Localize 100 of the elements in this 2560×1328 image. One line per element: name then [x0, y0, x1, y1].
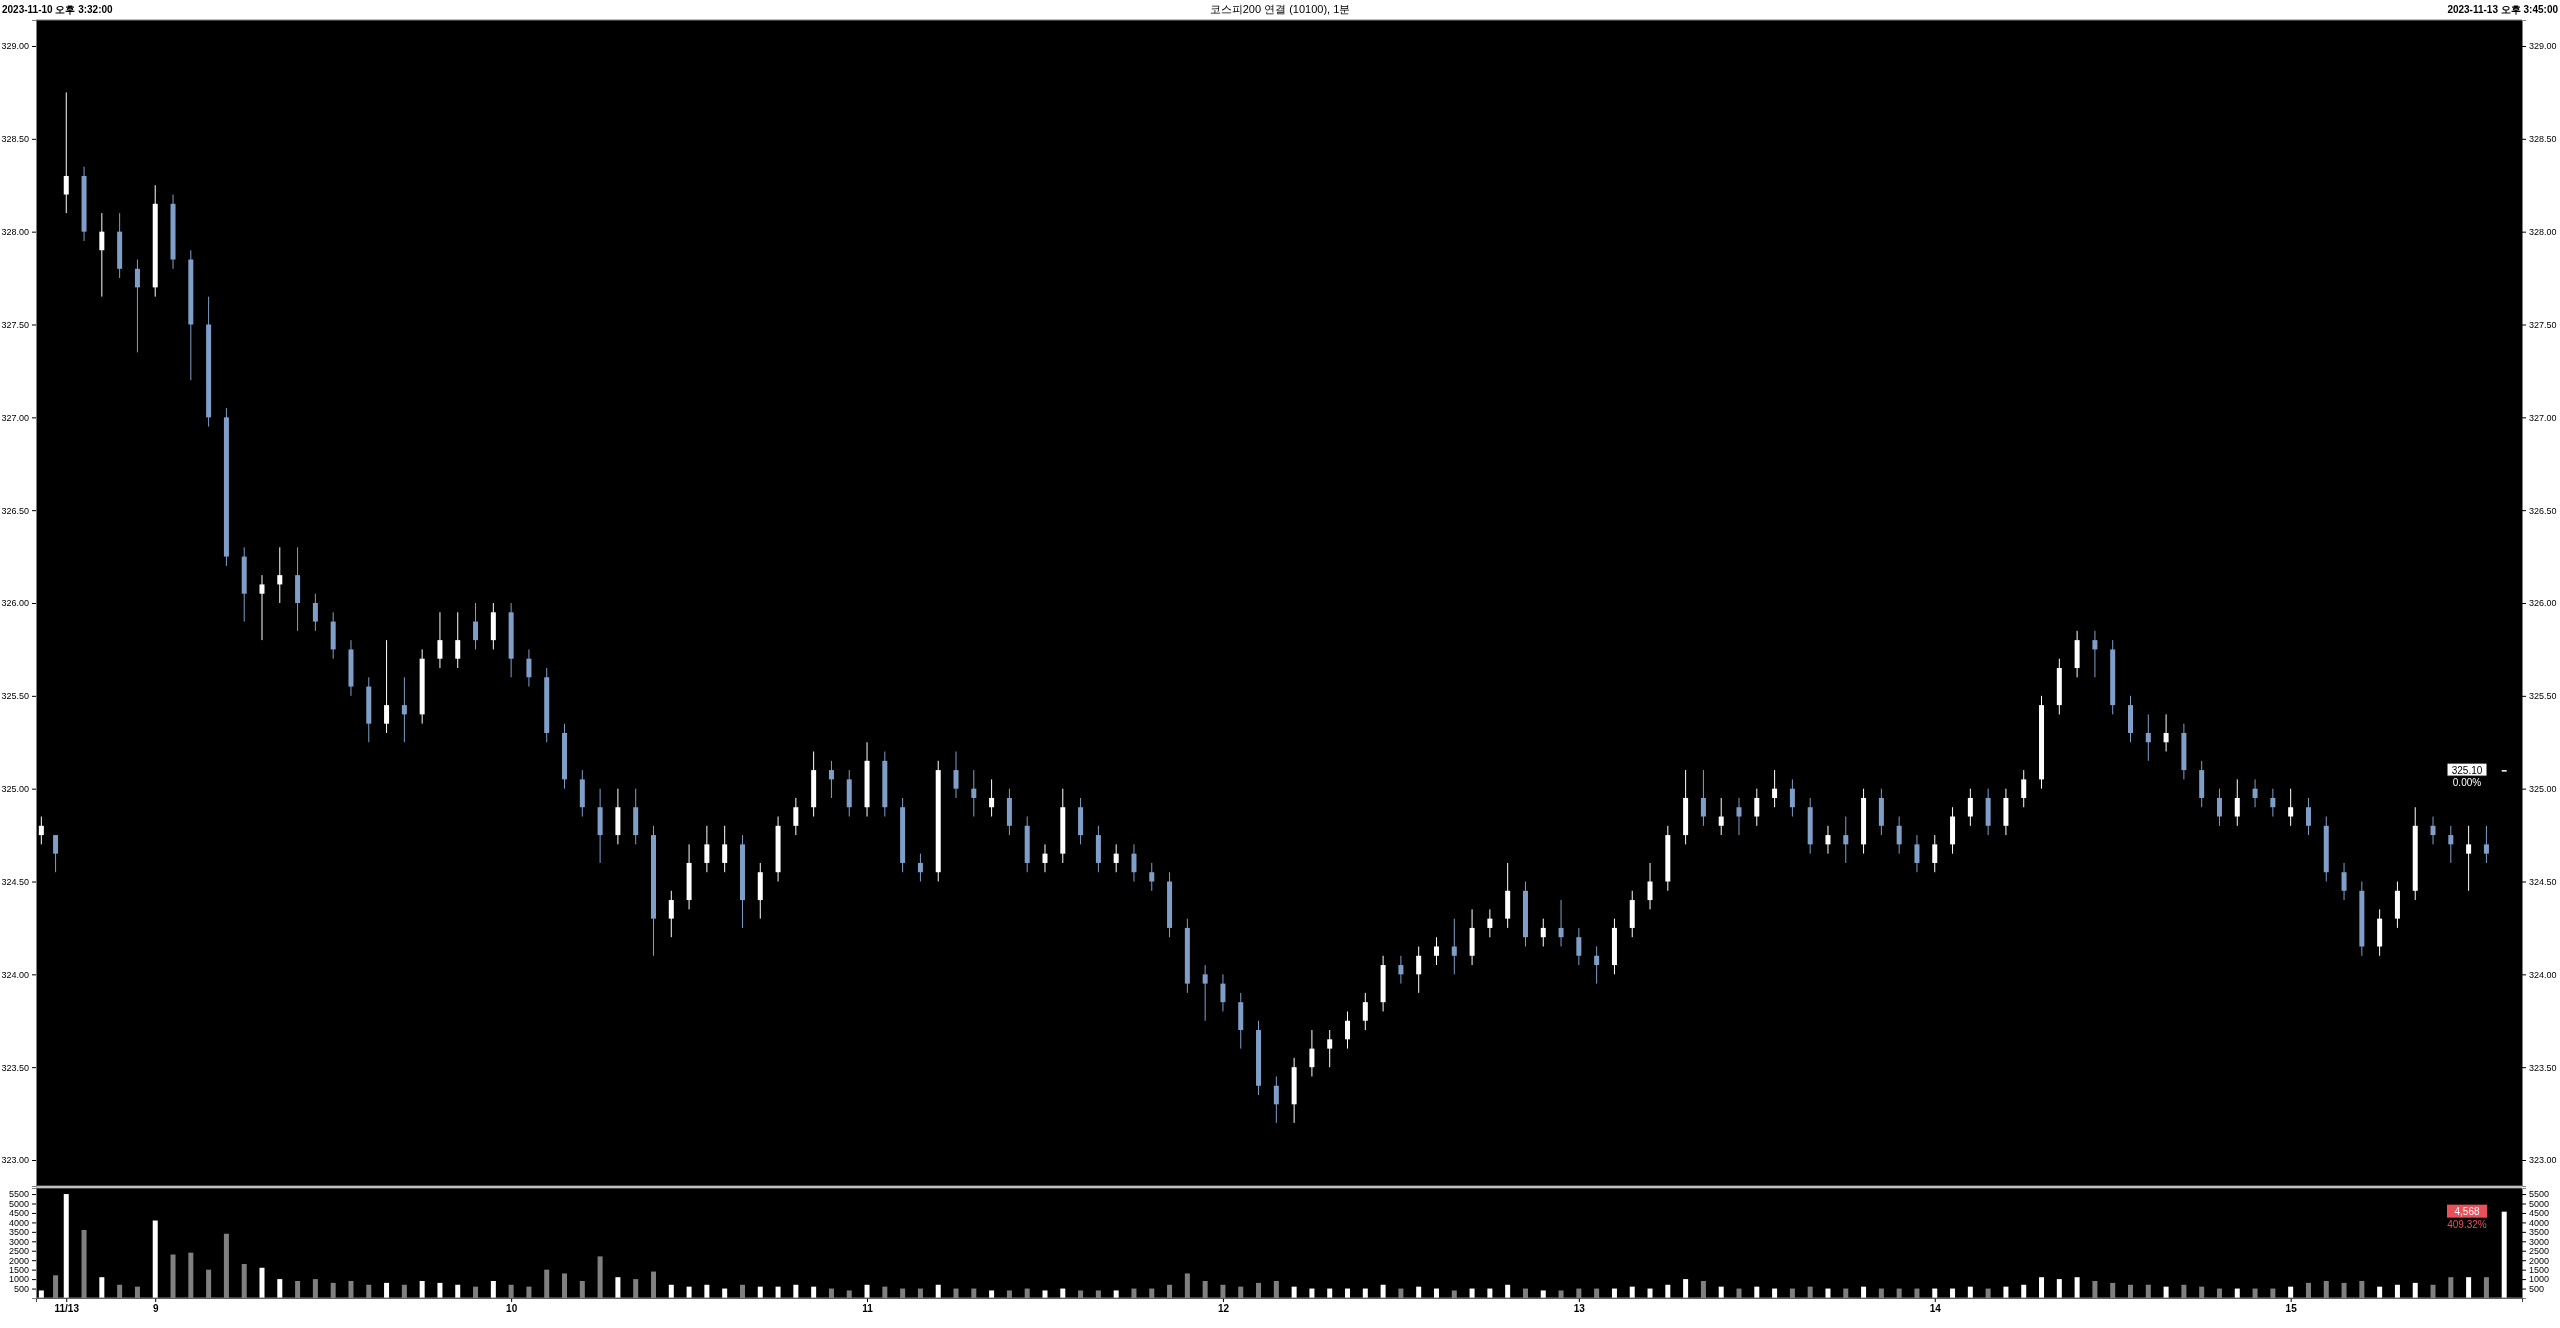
- candlestick: [99, 212, 105, 298]
- candlestick: [1789, 778, 1795, 818]
- candlestick: [1131, 843, 1137, 882]
- annotation: 0.00%: [2452, 777, 2482, 789]
- y-tick-label: 5000: [8, 1198, 29, 1209]
- y2-tick-label: 2500: [2529, 1246, 2550, 1257]
- y2-tick-label: 325.00: [2529, 784, 2557, 795]
- candlestick: [1825, 825, 1831, 855]
- y2-tick-label: 4000: [2529, 1217, 2550, 1228]
- y-tick-label: 2500: [8, 1246, 29, 1257]
- candlestick: [455, 611, 461, 669]
- candlestick: [1042, 843, 1048, 873]
- y2-tick-label: 329.00: [2529, 41, 2557, 52]
- candlestick: [1149, 862, 1155, 892]
- bar: [152, 1220, 158, 1298]
- y-tick-label: 4500: [8, 1208, 29, 1219]
- candlestick: [63, 91, 69, 214]
- candlestick: [134, 259, 140, 353]
- text: 2023-11-10 오후 3:32:00: [2, 4, 114, 15]
- x-tick-label: 11: [862, 1303, 874, 1315]
- candlestick: [1843, 816, 1849, 864]
- candlestick: [1113, 843, 1119, 873]
- candlestick: [384, 639, 390, 734]
- x-tick-label: 11/13: [54, 1303, 80, 1315]
- candlestick: [2145, 713, 2151, 762]
- y-tick-label: 324.00: [1, 969, 29, 980]
- x-tick-label: 13: [1573, 1303, 1586, 1315]
- candlestick: [1487, 908, 1493, 938]
- candlestick: [2092, 630, 2098, 678]
- candlestick: [1896, 816, 1902, 855]
- y-tick-label: 326.50: [1, 505, 29, 516]
- bar: [1505, 1284, 1511, 1298]
- candlestick: [401, 676, 407, 743]
- bar: [2394, 1284, 2400, 1298]
- x-tick-label: 9: [152, 1303, 159, 1315]
- candlestick: [2466, 825, 2472, 892]
- y-tick-label: 327.50: [1, 319, 29, 330]
- candlestick: [1594, 945, 1600, 985]
- y2-tick-label: 326.00: [2529, 598, 2557, 609]
- x-tick-label: 15: [2285, 1303, 2298, 1315]
- candlestick: [2288, 788, 2294, 827]
- y-tick-label: 5500: [8, 1189, 29, 1200]
- y2-tick-label: 2000: [2529, 1255, 2550, 1266]
- candlestick: [917, 853, 923, 882]
- candlestick: [277, 546, 283, 604]
- candlestick: [1754, 788, 1760, 827]
- x-tick-label: 10: [506, 1303, 518, 1315]
- y2-tick-label: 323.00: [2529, 1155, 2557, 1166]
- bar: [1113, 1290, 1119, 1298]
- candlestick: [1736, 797, 1742, 836]
- annotation: 4,568: [2454, 1206, 2480, 1218]
- bar: [1540, 1290, 1546, 1298]
- y-tick-label: 327.00: [1, 412, 29, 423]
- bar: [1380, 1284, 1386, 1298]
- y-tick-label: 325.00: [1, 784, 29, 795]
- candlestick: [2430, 816, 2436, 845]
- candlestick: [971, 769, 977, 818]
- y2-tick-label: 327.50: [2529, 319, 2557, 330]
- bar: [704, 1284, 710, 1298]
- bar: [615, 1277, 621, 1298]
- candlestick: [1345, 1010, 1351, 1050]
- text: 2023-11-13 오후 3:45:00: [2447, 4, 2559, 15]
- bar: [2412, 1282, 2418, 1298]
- y-tick-label: 325.50: [1, 691, 29, 702]
- candlestick: [53, 834, 59, 873]
- bar: [1665, 1284, 1671, 1298]
- y2-tick-label: 5000: [2529, 1198, 2550, 1209]
- bar: [63, 1194, 69, 1298]
- bar: [455, 1284, 461, 1298]
- candlestick: [1647, 862, 1653, 910]
- y-tick-label: 3500: [8, 1227, 29, 1238]
- candlestick: [953, 751, 959, 799]
- candlestick: [1416, 945, 1422, 994]
- candlestick: [1202, 964, 1208, 1022]
- candlestick: [437, 611, 443, 669]
- candlestick: [259, 574, 265, 641]
- candlestick: [2270, 788, 2276, 818]
- y-tick-label: 326.00: [1, 598, 29, 609]
- candlestick: [312, 593, 318, 632]
- bar: [99, 1277, 105, 1298]
- candlestick: [1451, 918, 1457, 975]
- bar: [864, 1284, 870, 1298]
- candlestick: [1433, 936, 1439, 966]
- y2-tick-label: 326.50: [2529, 505, 2557, 516]
- candlestick: [704, 825, 710, 873]
- y-tick-label: 1500: [8, 1265, 29, 1276]
- bar: [2074, 1277, 2080, 1298]
- candlestick: [1914, 834, 1920, 873]
- bar: [2466, 1277, 2472, 1298]
- candlestick: [1772, 769, 1778, 808]
- candlestick: [2448, 825, 2454, 864]
- candlestick: [2483, 825, 2489, 864]
- candlestick: [668, 890, 674, 938]
- annotation: 325.10: [2451, 764, 2483, 776]
- chart-title: 코스피200 연결 (10100), 1분: [1209, 3, 1351, 15]
- y2-tick-label: 1000: [2529, 1274, 2550, 1285]
- candlestick: [1220, 973, 1226, 1012]
- y2-tick-label: 324.00: [2529, 969, 2557, 980]
- bar: [277, 1279, 283, 1298]
- annotation: 409.32%: [2447, 1218, 2487, 1230]
